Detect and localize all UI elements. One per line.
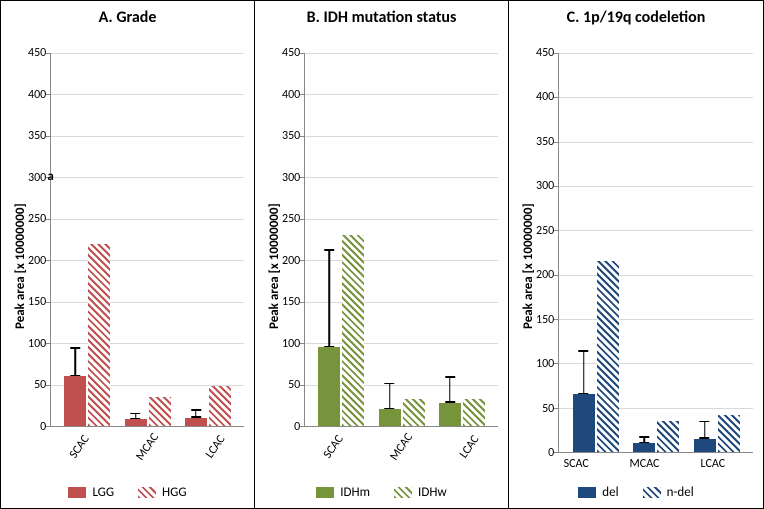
y-axis-label: Peak area [x 10000000] <box>11 53 28 479</box>
panel-B: B. IDH mutation statusPeak area [x 10000… <box>255 1 509 508</box>
x-tick-label: LCAC <box>679 457 747 479</box>
bar-IDHm <box>318 347 340 426</box>
y-tick-label: 400 <box>28 88 46 102</box>
plot-wrap: Peak area [x 10000000]450400350300250200… <box>11 53 244 479</box>
y-tick-label: 50 <box>288 378 300 392</box>
bar-group-SCAC <box>311 53 371 426</box>
y-tick-label: 100 <box>536 357 554 371</box>
bar-IDHm <box>379 409 401 426</box>
bar-IDHm <box>439 403 461 426</box>
legend-swatch <box>138 487 156 498</box>
y-tick-label: 350 <box>28 129 46 143</box>
x-ticks: SCACMCACLCAC <box>282 427 498 479</box>
y-tick-label: 450 <box>536 46 554 60</box>
y-ticks: 450400350300250200150100500 <box>282 46 304 434</box>
y-tick-label: 300 <box>536 179 554 193</box>
y-tick-label: 300 <box>28 171 46 185</box>
bar-ndel <box>657 421 679 452</box>
y-tick-label: 250 <box>28 212 46 226</box>
legend-item-del: del <box>578 485 618 500</box>
y-tick-label: 450 <box>28 46 46 60</box>
bar-LGG <box>64 376 86 426</box>
legend-swatch <box>316 487 334 498</box>
x-ticks: SCACMCACLCAC <box>28 427 244 479</box>
panel-C: C. 1p/19q codeletionPeak area [x 1000000… <box>509 1 763 508</box>
y-ticks: 450400350300250200150100500 <box>28 46 50 434</box>
bar-group-LCAC <box>432 53 492 426</box>
bar-del <box>573 394 595 452</box>
y-tick-label: 100 <box>282 337 300 351</box>
y-tick-mark <box>554 452 559 453</box>
bar-group-MCAC <box>372 53 432 426</box>
bar-groups <box>305 53 498 426</box>
error-bar <box>643 436 645 443</box>
y-tick-label: 350 <box>282 129 300 143</box>
y-tick-label: 150 <box>536 313 554 327</box>
y-tick-label: 400 <box>536 90 554 104</box>
x-tick-label: MCAC <box>610 457 678 479</box>
error-bar <box>135 413 137 420</box>
plot-area <box>304 53 498 427</box>
y-tick-label: 200 <box>536 268 554 282</box>
bar-group-SCAC <box>57 53 117 426</box>
bar-LGG <box>125 419 147 426</box>
y-tick-mark <box>46 426 51 427</box>
error-bar <box>583 350 585 394</box>
legend-item-ndel: n-del <box>643 485 694 500</box>
y-tick-label: 300 <box>282 171 300 185</box>
bar-del <box>633 443 655 452</box>
plot-area <box>558 53 753 453</box>
legend-label: n-del <box>667 485 694 500</box>
legend-swatch <box>643 487 661 498</box>
y-tick-label: 200 <box>282 254 300 268</box>
y-ticks: 450400350300250200150100500 <box>536 46 558 460</box>
legend: del n-del <box>519 479 753 500</box>
y-axis-label: Peak area [x 10000000] <box>519 53 536 479</box>
bar-groups <box>51 53 244 426</box>
error-bar <box>449 376 451 403</box>
bar-ndel <box>718 415 740 452</box>
panel-A: A. GradePeak area [x 10000000]4504003503… <box>1 1 255 508</box>
legend-label: del <box>602 485 618 500</box>
bar-group-LCAC <box>686 53 747 452</box>
bar-ndel <box>597 261 619 452</box>
y-axis-label: Peak area [x 10000000] <box>265 53 282 479</box>
annotation: a <box>47 169 53 184</box>
error-bar <box>704 421 706 439</box>
error-bar <box>389 383 391 410</box>
bar-IDHw <box>342 235 364 426</box>
bar-del <box>694 439 716 452</box>
plot-wrap: Peak area [x 10000000]450400350300250200… <box>519 53 753 479</box>
error-bar <box>329 249 331 347</box>
plot-wrap: Peak area [x 10000000]450400350300250200… <box>265 53 498 479</box>
bar-group-MCAC <box>118 53 178 426</box>
bar-group-MCAC <box>626 53 687 452</box>
y-tick-label: 150 <box>282 295 300 309</box>
y-tick-label: 350 <box>536 135 554 149</box>
legend-swatch <box>394 487 412 498</box>
y-tick-label: 50 <box>542 402 554 416</box>
y-tick-label: 400 <box>282 88 300 102</box>
bar-group-LCAC <box>178 53 238 426</box>
bar-groups <box>559 53 753 452</box>
y-tick-label: 50 <box>34 378 46 392</box>
y-tick-label: 250 <box>536 224 554 238</box>
bar-group-SCAC <box>565 53 626 452</box>
plot-area: a <box>50 53 244 427</box>
y-tick-label: 200 <box>28 254 46 268</box>
y-tick-label: 150 <box>28 295 46 309</box>
figure: A. GradePeak area [x 10000000]4504003503… <box>0 0 764 509</box>
y-tick-label: 450 <box>282 46 300 60</box>
bar-LGG <box>185 418 207 426</box>
error-bar <box>75 347 77 376</box>
y-tick-label: 250 <box>282 212 300 226</box>
bar-HGG <box>88 244 110 426</box>
y-tick-label: 100 <box>28 337 46 351</box>
y-tick-mark <box>300 426 305 427</box>
legend-swatch <box>578 487 596 498</box>
x-tick-label: SCAC <box>542 457 610 479</box>
x-ticks: SCACMCACLCAC <box>536 453 753 479</box>
error-bar <box>195 409 197 417</box>
